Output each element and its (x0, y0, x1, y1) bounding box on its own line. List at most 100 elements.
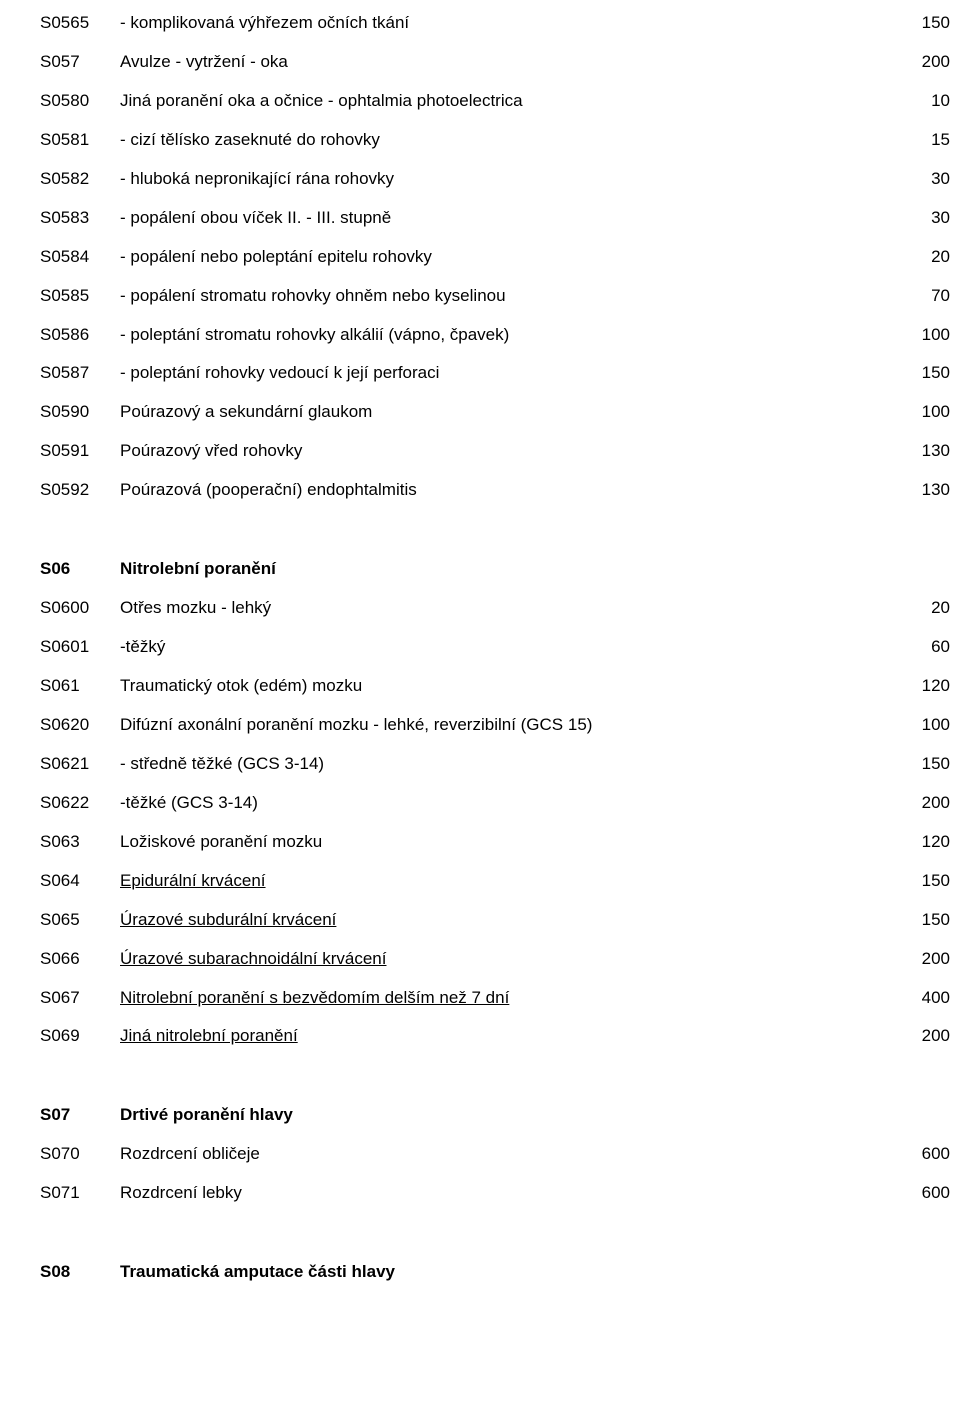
gap (40, 1221, 950, 1261)
val: 15 (900, 129, 950, 152)
desc: - cizí tělísko zaseknuté do rohovky (120, 129, 900, 152)
code: S071 (40, 1182, 120, 1205)
val: 150 (900, 909, 950, 932)
val: 600 (900, 1182, 950, 1205)
table-row: S067Nitrolební poranění s bezvědomím del… (40, 987, 950, 1010)
code: S067 (40, 987, 120, 1010)
desc: - popálení nebo poleptání epitelu rohovk… (120, 246, 900, 269)
desc: Ložiskové poranění mozku (120, 831, 900, 854)
desc: Traumatická amputace části hlavy (120, 1261, 900, 1284)
section-1: S0565- komplikovaná výhřezem očních tkán… (40, 12, 950, 502)
code: S065 (40, 909, 120, 932)
code: S0601 (40, 636, 120, 659)
table-row: S0600Otřes mozku - lehký20 (40, 597, 950, 620)
code: S0600 (40, 597, 120, 620)
desc: Rozdrcení lebky (120, 1182, 900, 1205)
desc: - popálení obou víček II. - III. stupně (120, 207, 900, 230)
desc: - středně těžké (GCS 3-14) (120, 753, 900, 776)
desc: - poleptání stromatu rohovky alkálií (vá… (120, 324, 900, 347)
table-row: S0585- popálení stromatu rohovky ohněm n… (40, 285, 950, 308)
section-3: S070Rozdrcení obličeje600 S071Rozdrcení l… (40, 1143, 950, 1205)
desc: Úrazové subarachnoidální krvácení (120, 948, 900, 971)
table-row: S0580Jiná poranění oka a očnice - ophtal… (40, 90, 950, 113)
desc: Epidurální krvácení (120, 870, 900, 893)
desc: Úrazové subdurální krvácení (120, 909, 900, 932)
table-row: S0582- hluboká nepronikající rána rohovk… (40, 168, 950, 191)
code: S0582 (40, 168, 120, 191)
val: 200 (900, 1025, 950, 1048)
code: S057 (40, 51, 120, 74)
table-row: S0591Poúrazový vřed rohovky130 (40, 440, 950, 463)
desc: Difúzní axonální poranění mozku - lehké,… (120, 714, 900, 737)
val: 600 (900, 1143, 950, 1166)
section-2: S0600Otřes mozku - lehký20S0601-těžký60S… (40, 597, 950, 1048)
code: S0592 (40, 479, 120, 502)
desc: - hluboká nepronikající rána rohovky (120, 168, 900, 191)
val: 150 (900, 12, 950, 35)
table-row: S0583- popálení obou víček II. - III. st… (40, 207, 950, 230)
val: 200 (900, 792, 950, 815)
gap (40, 518, 950, 558)
code: S08 (40, 1261, 120, 1284)
table-row: S065Úrazové subdurální krvácení150 (40, 909, 950, 932)
code: S063 (40, 831, 120, 854)
val: 130 (900, 479, 950, 502)
desc: Drtivé poranění hlavy (120, 1104, 900, 1127)
desc: Poúrazový vřed rohovky (120, 440, 900, 463)
desc: Nitrolební poranění (120, 558, 900, 581)
val: 130 (900, 440, 950, 463)
table-row: S0581- cizí tělísko zaseknuté do rohovky… (40, 129, 950, 152)
val: 200 (900, 51, 950, 74)
page: S0565- komplikovaná výhřezem očních tkán… (0, 0, 960, 1330)
desc: Nitrolební poranění s bezvědomím delším … (120, 987, 900, 1010)
table-row: S0620Difúzní axonální poranění mozku - l… (40, 714, 950, 737)
section-3-header: S07 Drtivé poranění hlavy (40, 1104, 950, 1127)
val: 60 (900, 636, 950, 659)
section-4-header: S08 Traumatická amputace části hlavy (40, 1261, 950, 1284)
code: S0580 (40, 90, 120, 113)
code: S0581 (40, 129, 120, 152)
code: S0622 (40, 792, 120, 815)
desc: Poúrazový a sekundární glaukom (120, 401, 900, 424)
table-row: S071Rozdrcení lebky600 (40, 1182, 950, 1205)
val: 100 (900, 401, 950, 424)
desc: -těžký (120, 636, 900, 659)
desc: Avulze - vytržení - oka (120, 51, 900, 74)
code: S066 (40, 948, 120, 971)
code: S0565 (40, 12, 120, 35)
val: 20 (900, 246, 950, 269)
desc: Jiná poranění oka a očnice - ophtalmia p… (120, 90, 900, 113)
table-row: S070Rozdrcení obličeje600 (40, 1143, 950, 1166)
code: S06 (40, 558, 120, 581)
code: S0584 (40, 246, 120, 269)
desc: Jiná nitrolební poranění (120, 1025, 900, 1048)
desc: - popálení stromatu rohovky ohněm nebo k… (120, 285, 900, 308)
gap (40, 1064, 950, 1104)
table-row: S0565- komplikovaná výhřezem očních tkán… (40, 12, 950, 35)
val: 20 (900, 597, 950, 620)
table-row: S0587- poleptání rohovky vedoucí k její … (40, 362, 950, 385)
table-row: S0622-těžké (GCS 3-14)200 (40, 792, 950, 815)
table-row: S0584- popálení nebo poleptání epitelu r… (40, 246, 950, 269)
table-row: S066Úrazové subarachnoidální krvácení200 (40, 948, 950, 971)
code: S0585 (40, 285, 120, 308)
val: 70 (900, 285, 950, 308)
table-row: S0601-těžký60 (40, 636, 950, 659)
table-row: S0586- poleptání stromatu rohovky alkáli… (40, 324, 950, 347)
code: S07 (40, 1104, 120, 1127)
table-row: S069Jiná nitrolební poranění200 (40, 1025, 950, 1048)
val: 30 (900, 207, 950, 230)
table-row: S064Epidurální krvácení150 (40, 870, 950, 893)
val: 100 (900, 714, 950, 737)
val: 10 (900, 90, 950, 113)
code: S0590 (40, 401, 120, 424)
table-row: S0592Poúrazová (pooperační) endophtalmit… (40, 479, 950, 502)
val: 150 (900, 362, 950, 385)
val: 30 (900, 168, 950, 191)
section-2-header: S06 Nitrolební poranění (40, 558, 950, 581)
desc: Traumatický otok (edém) mozku (120, 675, 900, 698)
table-row: S0590Poúrazový a sekundární glaukom100 (40, 401, 950, 424)
code: S0591 (40, 440, 120, 463)
code: S0583 (40, 207, 120, 230)
desc: - poleptání rohovky vedoucí k její perfo… (120, 362, 900, 385)
